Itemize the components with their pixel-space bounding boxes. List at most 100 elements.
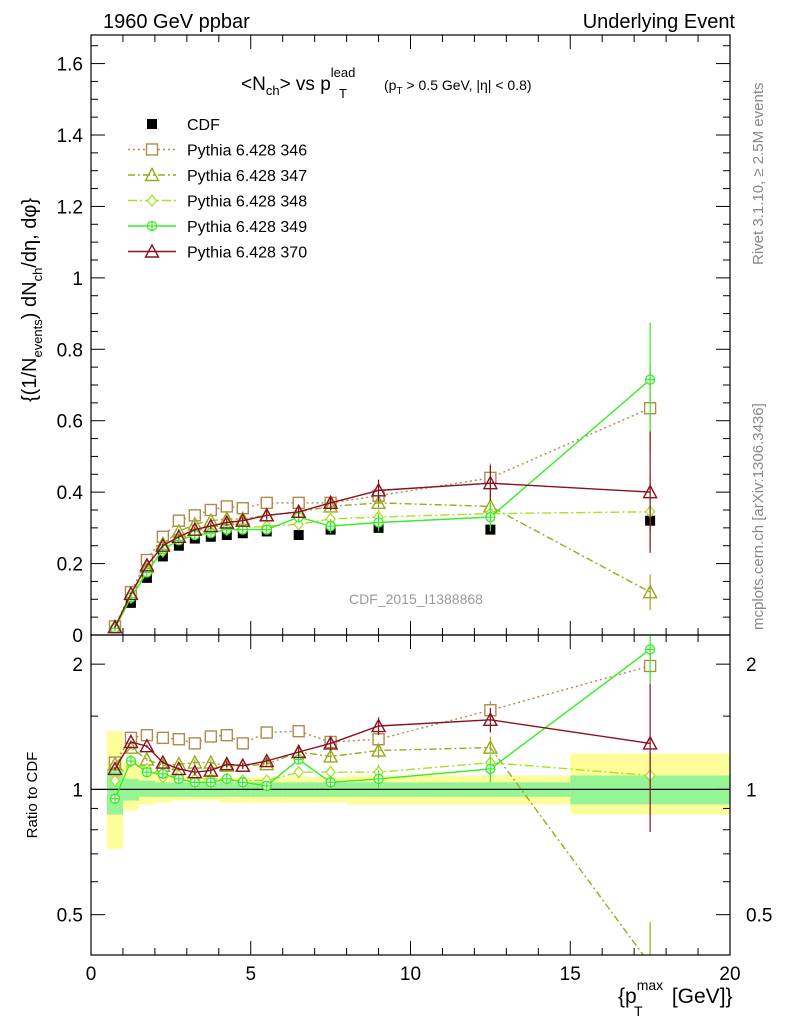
ratio-xtick-label: 10: [400, 964, 421, 985]
y-label-main-a: {(1/N: [19, 358, 41, 402]
main-point-p370: [322, 494, 339, 510]
ratio-point-p370: [187, 764, 203, 779]
main-line-p346: [114, 407, 651, 627]
main-point-p370: [107, 619, 123, 634]
main-point-p370: [290, 503, 307, 518]
ratio-point-p346: [260, 726, 273, 739]
main-point-p346: [260, 496, 273, 510]
x-label-a: {p: [618, 985, 637, 1008]
main-point-p370: [370, 482, 387, 497]
main-point-p370: [235, 512, 251, 527]
main-ytick-label: 1: [72, 269, 83, 290]
ratio-point-p370: [482, 711, 499, 726]
main-ytick-label: 0.4: [57, 483, 84, 504]
ratio-point-p370: [203, 762, 219, 777]
main-ytick-label: 0.2: [57, 555, 83, 576]
plot-title-mid: > vs p: [280, 74, 331, 95]
ratio-point-p370: [107, 760, 123, 776]
legend-marker-p346: [145, 143, 159, 156]
ratio-band-inner: [138, 780, 155, 797]
ratio-point-p346: [220, 728, 233, 742]
main-point-p370: [187, 521, 203, 536]
main-point-p370: [139, 557, 155, 572]
ratio-point-p370: [235, 757, 251, 772]
ratio-point-p348: [109, 774, 121, 788]
legend-label-p370: Pythia 6.428 370: [187, 245, 307, 262]
ratio-ytick-label: 1: [72, 780, 83, 801]
main-series-group: [107, 322, 658, 635]
plot-title-cut-rest: > 0.5 GeV, |η| < 0.8): [403, 77, 532, 93]
ratio-point-p370: [219, 756, 235, 771]
main-point-p370: [155, 537, 171, 552]
ratio-point-p346: [172, 733, 186, 746]
legend-label-p349: Pythia 6.428 349: [187, 219, 307, 236]
ratio-point-p347: [644, 958, 657, 970]
ratio-point-p346: [236, 737, 249, 750]
legend-label-cdf: CDF: [187, 117, 220, 134]
main-ytick-label: 1.2: [57, 197, 83, 218]
plot-title-cut: (p: [384, 77, 397, 93]
plot-title-sup: lead: [331, 65, 356, 80]
legend-marker-p370: [144, 243, 160, 258]
ratio-point-p370: [290, 744, 307, 759]
y-label-ratio: Ratio to CDF: [24, 752, 41, 839]
main-point-p347: [642, 584, 658, 599]
plot-title-main-sub: ch: [266, 83, 280, 98]
main-ytick-label: 0: [72, 626, 83, 647]
header-left: 1960 GeV ppbar: [103, 11, 250, 33]
main-point-p370: [259, 507, 275, 522]
ratio-series-p370: [107, 684, 658, 833]
legend-label-p348: Pythia 6.428 348: [187, 194, 307, 211]
ratio-xtick-label: 15: [560, 964, 581, 985]
ratio-point-p346: [156, 731, 170, 745]
main-ytick-label: 0.8: [57, 340, 83, 361]
ratio-point-p370: [139, 738, 155, 753]
main-series-p349: [109, 322, 656, 634]
main-point-cdf: [173, 540, 184, 551]
main-point-p370: [171, 528, 187, 543]
legend-entry-cdf: CDF: [147, 117, 220, 134]
plot-title-cut-sub: T: [396, 86, 402, 97]
ratio-panel: 0.5 0.51 12 20 5 10 15 20 Ratio to CDF {pmax T […: [24, 634, 772, 1019]
legend-marker-cdf: [147, 119, 157, 129]
ratio-series-p349: [109, 635, 656, 804]
legend-label-p347: Pythia 6.428 347: [187, 168, 307, 185]
ratio-point-p370: [370, 718, 387, 733]
ratio-ytick-label-right: 1: [746, 780, 757, 801]
ratio-point-p348: [293, 765, 305, 779]
y-label-main-b: ) dN: [19, 281, 41, 319]
legend-entry-p370: Pythia 6.428 370: [128, 243, 307, 262]
legend-entry-p349: Pythia 6.428 349: [128, 219, 307, 236]
legend-entry-p346: Pythia 6.428 346: [128, 143, 307, 160]
ratio-ytick-label: 2: [72, 655, 83, 676]
ratio-point-p347: [370, 742, 387, 757]
ratio-point-p347: [187, 754, 203, 769]
ratio-xtick-label: 20: [719, 964, 740, 985]
main-point-p370: [219, 514, 235, 529]
main-axis-group: 0 0.2 0.4 0.6 0.8 1 1.2 1.4 1.6: [57, 35, 731, 647]
main-series-p370: [107, 431, 658, 634]
legend-marker-p348: [146, 193, 158, 208]
header-right: Underlying Event: [583, 11, 736, 33]
plot-title-main: <N: [241, 74, 266, 95]
ratio-point-p347: [259, 756, 275, 771]
x-label-sub: T: [634, 1003, 643, 1019]
main-point-cdf: [293, 530, 304, 540]
main-point-cdf: [141, 572, 152, 583]
ratio-point-p370: [322, 735, 339, 750]
main-ytick-label: 1.4: [57, 126, 84, 147]
main-point-p346: [220, 500, 233, 513]
x-label-b: [GeV]}: [666, 985, 733, 1008]
plot-title: <Nch> vs plead T(pT > 0.5 GeV, |η| < 0.8): [241, 65, 532, 101]
y-label-main-b-sub: ch: [30, 268, 45, 282]
ratio-ytick-label-right: 0.5: [746, 906, 772, 927]
legend-entry-p347: Pythia 6.428 347: [128, 167, 307, 185]
x-label-sup: max: [637, 977, 663, 993]
ratio-xtick-label: 0: [86, 964, 97, 985]
main-point-p346: [188, 509, 202, 522]
ratio-point-p370: [123, 734, 139, 749]
main-point-p370: [203, 518, 219, 533]
plot-title-sub: T: [339, 86, 347, 101]
ratio-axis-group: 0.5 0.51 12 20 5 10 15 20: [57, 635, 772, 985]
